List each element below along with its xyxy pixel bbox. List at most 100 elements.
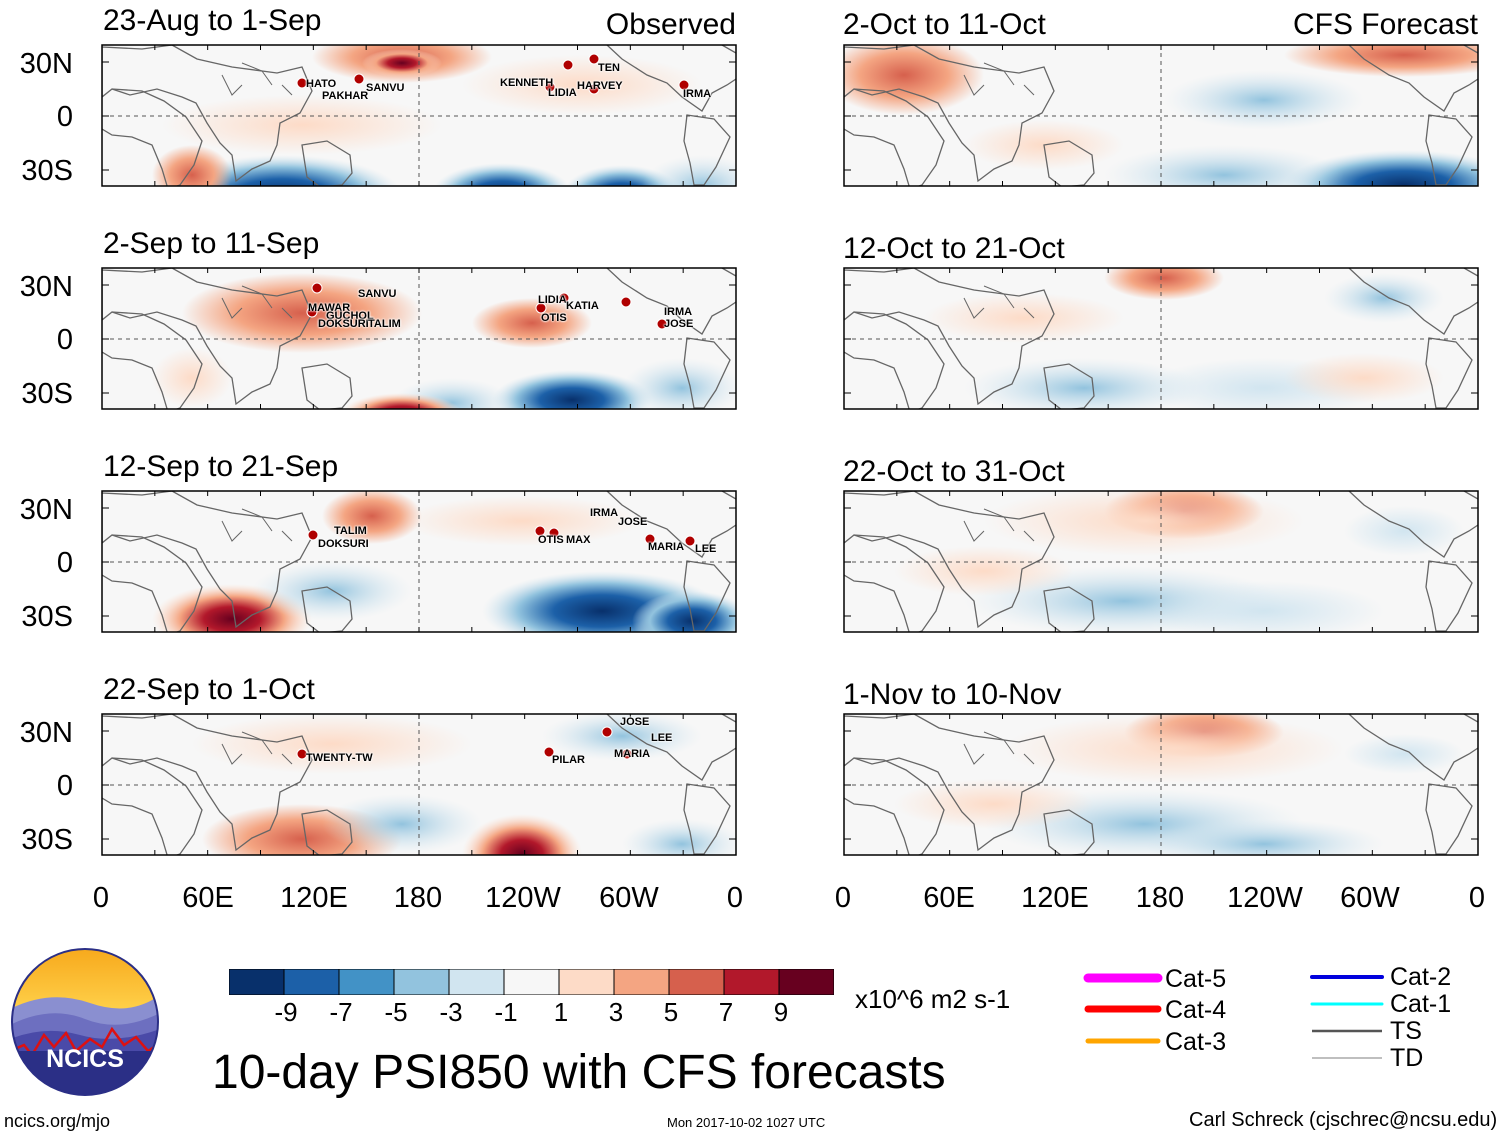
storm-marker [534,525,546,537]
storm-marker [621,748,633,760]
storm-marker [311,282,323,294]
lat-30n-1: 30N [19,48,73,80]
legend-label-cat4: Cat-4 [1165,996,1227,1024]
storm-label: JOSE [664,318,694,330]
map-panel-left-2 [101,267,737,410]
panel-title-right-3: 22-Oct to 31-Oct [843,455,1065,488]
storm-label: KENNETH [500,77,554,89]
map-panel-left-4 [101,713,737,856]
storm-marker [588,83,600,95]
figure-title: 10-day PSI850 with CFS forecasts [212,1046,946,1099]
lon-left-60w: 60W [599,882,659,914]
storm-label: LIDIA [538,294,567,306]
legend-label-cat5: Cat-5 [1165,965,1227,993]
colorbar-label: 5 [663,997,679,1027]
storm-marker [562,59,574,71]
storm-marker [588,53,600,65]
colorbar-swatch [503,969,560,995]
colorbar-label: 7 [718,997,734,1027]
lat-30s-1: 30S [21,155,73,187]
storm-label: MARIA [614,748,651,760]
legend-label-ts: TS [1390,1017,1422,1045]
storm-label: MARIA [648,541,685,553]
colorbar-swatch [668,969,725,995]
storm-label: LEE [695,543,717,555]
storm-marker [678,79,690,91]
storm-label: TALIM [368,318,401,330]
lon-left-60e: 60E [182,882,234,914]
map-panel-left-1 [101,44,737,187]
colorbar-label: -3 [439,997,463,1027]
storm-label: JOSE [620,716,650,728]
lat-30n-4: 30N [19,717,73,749]
panel-title-left-2: 2-Sep to 11-Sep [103,227,320,260]
lon-left-120w: 120W [485,882,561,914]
ncics-logo [11,948,159,1096]
storm-marker [296,77,308,89]
panel-title-left-1: 23-Aug to 1-Sep [103,4,322,37]
lat-30n-3: 30N [19,494,73,526]
panel-title-left-3: 12-Sep to 21-Sep [103,450,339,483]
lat-30s-4: 30S [21,824,73,856]
storm-marker [306,306,318,318]
lon-left-0: 0 [92,882,110,914]
storm-label: LEE [651,732,673,744]
colorbar-label: -9 [274,997,298,1027]
colorbar-swatch [723,969,780,995]
lon-right-60w: 60W [1340,882,1400,914]
storm-marker [296,748,308,760]
colorbar-swatch [283,969,340,995]
lon-right-180: 180 [1135,882,1185,914]
footer-url[interactable]: ncics.org/mjo [4,1111,111,1131]
logo-text: NCICS [46,1045,124,1073]
footer-author: Carl Schreck (cjschrec@ncsu.edu) [1189,1109,1498,1131]
storm-label: MAX [566,534,591,546]
track-legend-swatches [1083,973,1384,1059]
storm-marker [544,81,556,93]
map-panel-right-1 [843,44,1479,187]
storm-label: OTIS [538,534,564,546]
panel-title-right-2: 12-Oct to 21-Oct [843,232,1065,265]
colorbar-swatch [558,969,615,995]
colorbar-swatch [393,969,450,995]
lon-right-0: 0 [834,882,852,914]
storm-label: DOKSURI [318,538,369,550]
storm-marker [353,73,365,85]
storm-marker [543,746,555,758]
lon-left-180: 180 [393,882,443,914]
storm-label: JOSE [618,516,648,528]
storm-marker [656,318,668,330]
storm-label: TALIM [334,525,367,537]
storm-label: TWENTY-TW [306,752,373,764]
storm-marker [644,533,656,545]
storm-marker [601,726,613,738]
lon-right-0-end: 0 [1468,882,1486,914]
forecast-label: CFS Forecast [1292,8,1478,41]
storm-label: PAKHAR [322,90,369,102]
colorbar-label: -7 [329,997,353,1027]
colorbar-label: -5 [384,997,408,1027]
legend-label-td: TD [1390,1044,1424,1072]
storm-label: HATO [306,78,337,90]
lat-eq-2: 0 [56,324,73,356]
storm-marker [620,296,632,308]
colorbar-swatch [338,969,395,995]
storm-marker [535,302,547,314]
lon-right-60e: 60E [923,882,975,914]
colorbar-swatch [229,969,285,995]
observed-label: Observed [605,8,736,41]
lat-30s-3: 30S [21,601,73,633]
storm-label: IRMA [664,306,693,318]
storm-marker [307,529,319,541]
storm-label: IRMA [590,507,619,519]
colorbar-label: 9 [773,997,789,1027]
storm-marker [684,535,696,547]
footer-timestamp: Mon 2017-10-02 1027 UTC [667,1115,826,1130]
lat-30s-2: 30S [21,378,73,410]
storm-label: MAWAR [308,302,351,314]
lon-left-120e: 120E [280,882,348,914]
colorbar-label: 1 [553,997,569,1027]
map-panel-right-3 [843,490,1479,633]
storm-label: LIDIA [548,87,577,99]
colorbar [229,969,834,995]
